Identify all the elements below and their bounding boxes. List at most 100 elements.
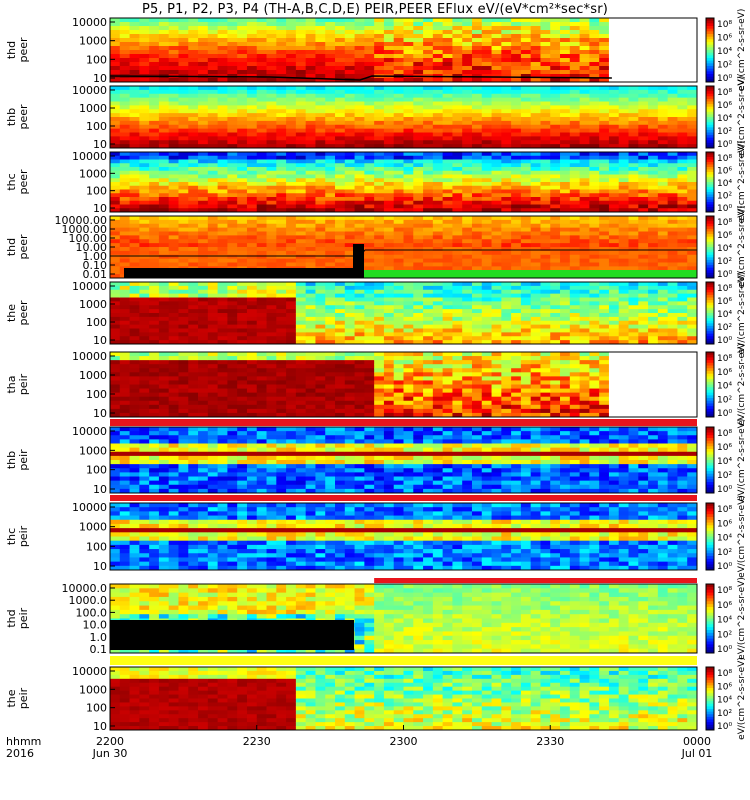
heatmap-cell [256,197,267,202]
heatmap-cell [481,174,492,179]
heatmap-cell [168,66,179,71]
colorbar-cell [706,216,714,219]
colorbar-cell [706,114,714,118]
heatmap-cell [227,185,238,190]
heatmap-cell [520,189,532,194]
heatmap-cell [569,219,580,225]
heatmap-cell [315,89,326,95]
heatmap-cell [530,66,541,71]
heatmap-cell [374,117,385,122]
heatmap-cell [599,197,610,202]
heatmap-cell [149,289,160,295]
heatmap-cell [403,200,414,205]
heatmap-cell [119,189,130,194]
heatmap-cell [413,258,424,263]
heatmap-cell [149,332,160,337]
heatmap-cell [139,97,150,102]
heatmap-cell [667,227,678,232]
heatmap-cell [471,266,483,271]
panel-label-probe: thd [5,238,18,256]
heatmap-cell [295,247,307,252]
colorbar-cell [706,58,714,62]
heatmap-cell [589,282,600,287]
heatmap-cell [511,144,522,149]
heatmap-cell [246,54,258,59]
heatmap-cell [305,170,316,175]
heatmap-cell [256,313,267,318]
heatmap-cell [413,26,424,31]
heatmap-cell [618,285,629,291]
heatmap-cell [423,42,434,47]
heatmap-cell [520,167,532,172]
heatmap-cell [139,258,150,263]
heatmap-cell [589,113,600,118]
heatmap-cell [295,97,307,102]
heatmap-cell [325,262,336,267]
heatmap-cell [413,86,424,91]
heatmap-cell [158,128,170,133]
heatmap-cell [188,120,199,126]
heatmap-cell [501,178,512,183]
heatmap-cell [364,152,375,157]
heatmap-cell [657,239,669,244]
heatmap-cell [481,332,492,337]
heatmap-cell [276,152,287,157]
heatmap-cell [618,178,629,183]
heatmap-cell [687,223,698,229]
heatmap-cell [511,178,522,183]
heatmap-cell [139,231,150,236]
heatmap-cell [540,258,551,263]
heatmap-cell [452,58,463,63]
heatmap-cell [628,254,639,260]
heatmap-cell [501,200,512,205]
heatmap-cell [217,117,228,122]
heatmap-cell [520,254,532,260]
heatmap-cell [403,152,414,157]
heatmap-cell [491,70,502,75]
heatmap-cell [237,155,248,160]
colorbar-cell [706,197,714,200]
heatmap-cell [295,336,307,341]
heatmap-cell [110,140,121,145]
heatmap-cell [246,297,258,302]
heatmap-cell [413,266,424,271]
heatmap-cell [657,258,669,263]
heatmap-cell [638,332,649,337]
heatmap-cell [246,336,258,341]
heatmap-cell [188,182,199,187]
heatmap-cell [139,293,150,298]
heatmap-cell [628,159,639,164]
heatmap-cell [237,258,248,263]
heatmap-cell [325,120,336,126]
heatmap-cell [256,185,267,190]
heatmap-cell [393,262,404,267]
heatmap-cell [530,144,541,149]
heatmap-cell [237,22,248,27]
heatmap-cell [344,124,355,130]
heatmap-cell [158,34,170,39]
heatmap-cell [237,247,248,252]
heatmap-cell [256,200,267,205]
heatmap-cell [217,293,228,298]
heatmap-cell [462,216,473,221]
heatmap-cell [628,163,639,168]
heatmap-cell [628,200,639,205]
heatmap-cell [237,30,248,35]
heatmap-cell [648,182,659,187]
heatmap-cell [628,297,639,302]
colorbar-cell [706,31,714,35]
heatmap-cell [129,178,140,183]
heatmap-cell [501,204,512,209]
heatmap-cell [149,204,160,209]
heatmap-cell [207,285,219,291]
heatmap-cell [638,182,649,187]
heatmap-cell [344,185,355,190]
heatmap-cell [403,332,414,337]
heatmap-cell [432,78,444,83]
heatmap-cell [540,124,551,130]
heatmap-cell [423,113,434,118]
heatmap-cell [628,74,639,79]
heatmap-cell [344,136,355,141]
heatmap-cell [560,26,571,31]
heatmap-cell [501,46,512,51]
